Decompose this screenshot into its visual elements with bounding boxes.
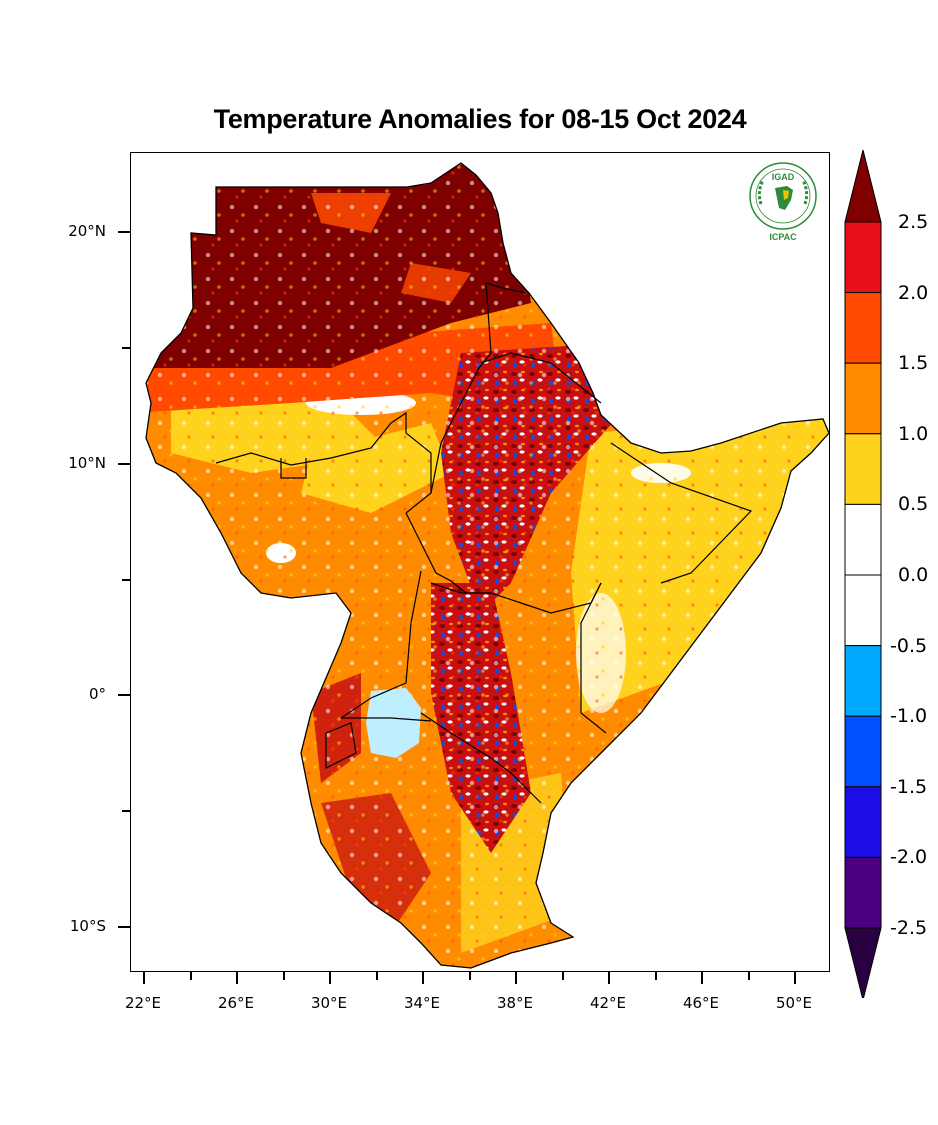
x-tick (329, 972, 331, 984)
colorbar-box (844, 503, 882, 576)
x-tick (515, 972, 517, 984)
x-tick (422, 972, 424, 984)
igad-emblem-icon: IGAD ICPAC (749, 162, 817, 242)
x-label-50e: 50°E (775, 994, 813, 1012)
colorbar-box (844, 433, 882, 505)
colorbar (844, 149, 882, 998)
colorbar-box (844, 221, 882, 294)
y-tick-10s (118, 926, 130, 928)
colorbar-box (844, 645, 882, 717)
x-tick-minor (748, 972, 750, 980)
x-tick (608, 972, 610, 984)
x-label-46e: 46°E (682, 994, 720, 1012)
colorbar-label: 0.5 (898, 493, 929, 516)
colorbar-label: 2.5 (898, 211, 929, 233)
svg-text:IGAD: IGAD (772, 172, 795, 182)
colorbar-box (844, 292, 882, 364)
x-label-26e: 26°E (217, 994, 255, 1012)
y-label-10n: 10°N (68, 454, 106, 472)
colorbar-label: -1.5 (890, 775, 928, 798)
x-tick-minor (655, 972, 657, 980)
x-tick-minor (283, 972, 285, 980)
svg-text:ICPAC: ICPAC (769, 232, 797, 242)
country-borders (215, 282, 753, 804)
x-label-22e: 22°E (124, 994, 162, 1012)
temperature-anomaly-map (145, 162, 829, 969)
y-label-10s: 10°S (69, 917, 106, 935)
colorbar-box (844, 362, 882, 435)
colorbar-top-arrow (844, 149, 882, 223)
colorbar-box (844, 715, 882, 788)
y-tick-10n (118, 463, 130, 465)
colorbar-label: 2.0 (898, 281, 929, 304)
y-tick-20n (118, 231, 130, 233)
colorbar-box (844, 786, 882, 858)
icpac-logo: IGAD ICPAC (747, 160, 819, 242)
x-label-42e: 42°E (589, 994, 627, 1012)
map-title: Temperature Anomalies for 08-15 Oct 2024 (213, 104, 747, 134)
x-tick-minor (469, 972, 471, 980)
colorbar-label: 1.0 (898, 422, 929, 445)
colorbar-boxes (844, 149, 882, 998)
x-tick (701, 972, 703, 984)
colorbar-bottom-arrow (844, 927, 882, 998)
colorbar-label: -0.5 (890, 634, 928, 657)
y-label-0: 0° (88, 685, 106, 703)
colorbar-label: 1.5 (898, 352, 929, 375)
x-label-34e: 34°E (403, 994, 441, 1012)
x-tick-minor (190, 972, 192, 980)
x-label-30e: 30°E (310, 994, 348, 1012)
map-panel (130, 152, 830, 972)
x-tick (236, 972, 238, 984)
x-label-38e: 38°E (496, 994, 534, 1012)
colorbar-label: -1.0 (890, 705, 928, 728)
colorbar-box (844, 856, 882, 929)
x-tick (143, 972, 145, 984)
y-label-20n: 20°N (68, 222, 106, 240)
colorbar-label: 0.0 (898, 564, 929, 586)
y-tick-minor (122, 810, 130, 812)
y-tick-minor (122, 347, 130, 349)
x-tick-minor (376, 972, 378, 980)
x-tick (794, 972, 796, 984)
colorbar-box (844, 574, 882, 647)
y-tick-0 (118, 694, 130, 696)
colorbar-label: -2.5 (890, 917, 928, 939)
x-tick-minor (562, 972, 564, 980)
colorbar-label: -2.0 (890, 846, 928, 869)
y-tick-minor (122, 579, 130, 581)
